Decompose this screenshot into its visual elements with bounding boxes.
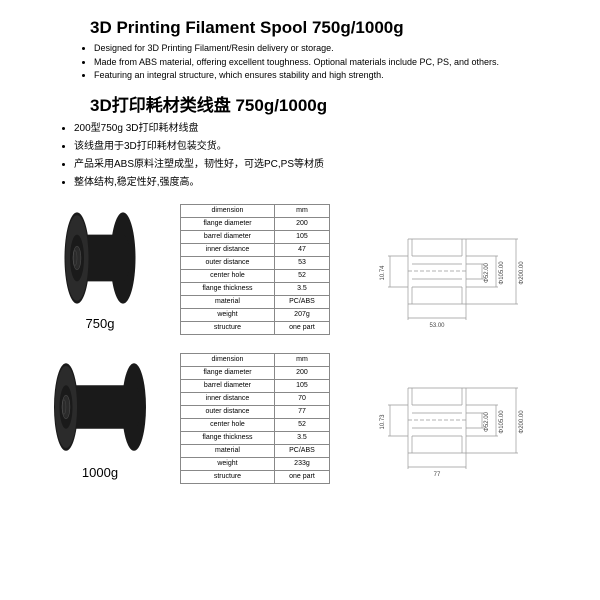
spool-image bbox=[35, 353, 165, 461]
spec-label: weight bbox=[181, 457, 275, 470]
spool-column: 1000g bbox=[30, 353, 170, 480]
bullet-item: 整体结构,稳定性好,强度高。 bbox=[74, 174, 570, 192]
spec-value: PC/ABS bbox=[274, 444, 329, 457]
spec-header: mm bbox=[274, 204, 329, 217]
spec-value: 52 bbox=[274, 418, 329, 431]
spec-value: 77 bbox=[274, 405, 329, 418]
svg-text:53.00: 53.00 bbox=[429, 323, 445, 329]
spec-value: 233g bbox=[274, 457, 329, 470]
bullet-item: Designed for 3D Printing Filament/Resin … bbox=[94, 42, 570, 56]
spec-value: 3.5 bbox=[274, 282, 329, 295]
technical-diagram: Φ200.00 Φ105.00 Φ52.00 53.00 10.74 bbox=[340, 204, 540, 334]
spec-header: dimension bbox=[181, 204, 275, 217]
spec-label: flange diameter bbox=[181, 217, 275, 230]
spec-label: outer distance bbox=[181, 256, 275, 269]
spec-label: weight bbox=[181, 308, 275, 321]
spec-table: dimensionmmflange diameter200barrel diam… bbox=[180, 204, 330, 335]
spec-value: 200 bbox=[274, 366, 329, 379]
bullets-english: Designed for 3D Printing Filament/Resin … bbox=[80, 42, 570, 83]
spec-value: 105 bbox=[274, 379, 329, 392]
spec-label: flange thickness bbox=[181, 282, 275, 295]
spec-label: inner distance bbox=[181, 392, 275, 405]
spool-column: 750g bbox=[30, 204, 170, 331]
bullet-item: 200型750g 3D打印耗材线盘 bbox=[74, 120, 570, 138]
bullet-item: 该线盘用于3D打印耗材包装交货。 bbox=[74, 138, 570, 156]
spec-label: structure bbox=[181, 321, 275, 334]
svg-text:Φ200.00: Φ200.00 bbox=[519, 260, 525, 284]
spec-label: center hole bbox=[181, 418, 275, 431]
spec-label: material bbox=[181, 295, 275, 308]
svg-text:Φ105.00: Φ105.00 bbox=[499, 409, 505, 433]
spec-label: outer distance bbox=[181, 405, 275, 418]
spool-image bbox=[35, 204, 165, 312]
spec-label: material bbox=[181, 444, 275, 457]
svg-text:77: 77 bbox=[434, 472, 441, 478]
spool-weight-label: 750g bbox=[86, 316, 115, 331]
spec-label: structure bbox=[181, 470, 275, 483]
spec-value: 70 bbox=[274, 392, 329, 405]
bullet-item: 产品采用ABS原料注塑成型，韧性好，可选PC,PS等材质 bbox=[74, 156, 570, 174]
bullet-item: Featuring an integral structure, which e… bbox=[94, 69, 570, 83]
spool-weight-label: 1000g bbox=[82, 465, 118, 480]
spec-label: barrel diameter bbox=[181, 379, 275, 392]
svg-text:Φ52.00: Φ52.00 bbox=[484, 411, 490, 431]
spec-value: 52 bbox=[274, 269, 329, 282]
spec-label: flange thickness bbox=[181, 431, 275, 444]
spec-value: 200 bbox=[274, 217, 329, 230]
bullets-chinese: 200型750g 3D打印耗材线盘该线盘用于3D打印耗材包装交货。产品采用ABS… bbox=[60, 120, 570, 192]
product-row: 750g dimensionmmflange diameter200barrel … bbox=[30, 204, 570, 335]
spec-label: center hole bbox=[181, 269, 275, 282]
svg-text:Φ200.00: Φ200.00 bbox=[519, 409, 525, 433]
technical-diagram: Φ200.00 Φ105.00 Φ52.00 77 10.73 bbox=[340, 353, 540, 483]
svg-text:Φ52.00: Φ52.00 bbox=[484, 262, 490, 282]
spec-label: inner distance bbox=[181, 243, 275, 256]
spec-value: one part bbox=[274, 470, 329, 483]
spec-label: flange diameter bbox=[181, 366, 275, 379]
spec-value: PC/ABS bbox=[274, 295, 329, 308]
spec-value: 53 bbox=[274, 256, 329, 269]
spec-value: 105 bbox=[274, 230, 329, 243]
svg-text:10.74: 10.74 bbox=[380, 264, 386, 280]
spec-value: one part bbox=[274, 321, 329, 334]
bullet-item: Made from ABS material, offering excelle… bbox=[94, 56, 570, 70]
svg-text:10.73: 10.73 bbox=[380, 413, 386, 429]
svg-text:Φ105.00: Φ105.00 bbox=[499, 260, 505, 284]
product-row: 1000g dimensionmmflange diameter200barrel… bbox=[30, 353, 570, 484]
spec-value: 47 bbox=[274, 243, 329, 256]
spec-label: barrel diameter bbox=[181, 230, 275, 243]
spec-table: dimensionmmflange diameter200barrel diam… bbox=[180, 353, 330, 484]
title-chinese: 3D打印耗材类线盘 750g/1000g bbox=[90, 91, 570, 116]
spec-value: 3.5 bbox=[274, 431, 329, 444]
title-english: 3D Printing Filament Spool 750g/1000g bbox=[90, 18, 570, 38]
spec-value: 207g bbox=[274, 308, 329, 321]
spec-header: dimension bbox=[181, 353, 275, 366]
spec-header: mm bbox=[274, 353, 329, 366]
